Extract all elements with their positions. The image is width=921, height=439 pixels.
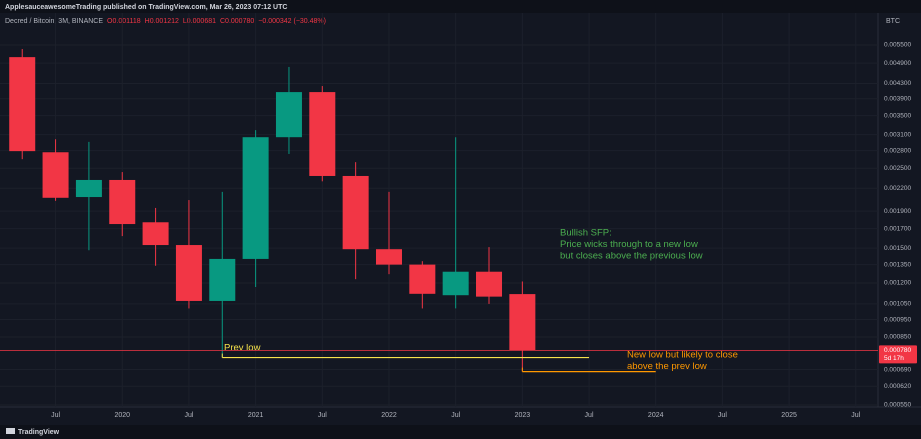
candle xyxy=(342,162,369,280)
candle xyxy=(476,247,503,304)
y-tick-label: 0.002500 xyxy=(884,165,911,172)
candle-body xyxy=(175,245,202,301)
annotation-text: but closes above the previous low xyxy=(560,251,703,262)
candle-body xyxy=(309,92,336,176)
y-tick-label: 0.004300 xyxy=(884,80,911,87)
y-tick-label: 0.003500 xyxy=(884,112,911,119)
candle xyxy=(409,261,436,309)
footer-bar xyxy=(0,425,921,439)
brand: TradingView xyxy=(6,428,60,436)
y-tick-label: 0.005500 xyxy=(884,42,911,49)
y-tick-label: 0.000690 xyxy=(884,366,911,373)
candle xyxy=(175,200,202,309)
y-tick-label: 0.001050 xyxy=(884,301,911,308)
y-tick-label: 0.003900 xyxy=(884,95,911,102)
publisher: ApplesauceawesomeTrading published on Tr… xyxy=(5,4,287,11)
symbol-name: Decred / Bitcoin, 3M, BINANCE xyxy=(5,18,103,25)
candle xyxy=(142,207,169,266)
y-tick-label: 0.002800 xyxy=(884,147,911,154)
candle-body xyxy=(442,271,469,296)
annotation-text: Prev low xyxy=(224,343,261,354)
candle xyxy=(375,191,402,275)
ohlc-close: C0.000780 xyxy=(220,18,254,25)
y-tick-label: 0.002200 xyxy=(884,185,911,192)
ohlc-high: H0.001212 xyxy=(145,18,179,25)
ohlc-low: L0.000681 xyxy=(183,18,216,25)
candle-body xyxy=(509,294,536,351)
candle-body xyxy=(375,249,402,265)
brand-logo xyxy=(6,428,15,434)
candle-body xyxy=(242,137,269,259)
x-tick-label: Jul xyxy=(718,412,727,419)
x-tick-label: 2020 xyxy=(114,412,130,419)
x-tick-label: 2023 xyxy=(515,412,531,419)
countdown-label: 5d 17h xyxy=(884,355,904,362)
candle xyxy=(42,139,69,201)
candle-body xyxy=(409,264,436,294)
x-tick-label: Jul xyxy=(184,412,193,419)
x-tick-label: 2024 xyxy=(648,412,664,419)
annotation-text: New low but likely to close xyxy=(627,350,738,361)
x-tick-label: Jul xyxy=(318,412,327,419)
x-tick-label: 2021 xyxy=(248,412,264,419)
last-price-box xyxy=(879,345,917,364)
y-tick-label: 0.003100 xyxy=(884,131,911,138)
candle-body xyxy=(275,92,302,138)
candle-body xyxy=(9,57,36,152)
y-tick-label: 0.001350 xyxy=(884,261,911,268)
x-tick-label: Jul xyxy=(585,412,594,419)
ohlc-change: −0.000342 (−30.48%) xyxy=(258,18,326,25)
y-tick-label: 0.000950 xyxy=(884,316,911,323)
y-tick-label: 0.001200 xyxy=(884,280,911,287)
publisher-bar xyxy=(0,0,921,13)
candle xyxy=(509,281,536,372)
candle-body xyxy=(342,175,369,250)
candle xyxy=(9,49,36,160)
candle xyxy=(75,141,102,251)
y-tick-label: 0.000550 xyxy=(884,402,911,409)
candle-body xyxy=(75,179,102,198)
candle xyxy=(242,130,269,287)
candle-body xyxy=(109,179,136,225)
candle xyxy=(275,66,302,154)
candle xyxy=(209,191,236,358)
brand-name: TradingView xyxy=(18,429,60,436)
candle xyxy=(442,137,469,309)
candle-body xyxy=(142,222,169,246)
y-tick-label: 0.004900 xyxy=(884,60,911,67)
y-tick-label: 0.001500 xyxy=(884,245,911,252)
candle xyxy=(109,172,136,237)
y-tick-label: 0.000850 xyxy=(884,334,911,341)
annotation-text: above the prev low xyxy=(627,361,707,372)
candle-body xyxy=(42,152,69,198)
x-tick-label: 2025 xyxy=(781,412,797,419)
candle xyxy=(309,86,336,182)
x-tick-label: Jul xyxy=(451,412,460,419)
ohlc-open: O0.001118 xyxy=(107,18,141,25)
y-tick-label: 0.001700 xyxy=(884,225,911,232)
y-tick-label: 0.000620 xyxy=(884,383,911,390)
candle-body xyxy=(209,258,236,301)
symbol: Decred / Bitcoin, 3M, BINANCE O0.001118 H0… xyxy=(5,18,326,25)
y-tick-label: 0.001900 xyxy=(884,208,911,215)
x-tick-label: 2022 xyxy=(381,412,397,419)
x-tick-label: Jul xyxy=(851,412,860,419)
annotation-text: Price wicks through to a new low xyxy=(560,239,698,250)
annotation-text: Bullish SFP: xyxy=(560,228,612,239)
last-price-label: 0.000780 xyxy=(884,347,911,354)
x-tick-label: Jul xyxy=(51,412,60,419)
currency: BTC xyxy=(886,18,900,25)
candle-body xyxy=(476,271,503,297)
